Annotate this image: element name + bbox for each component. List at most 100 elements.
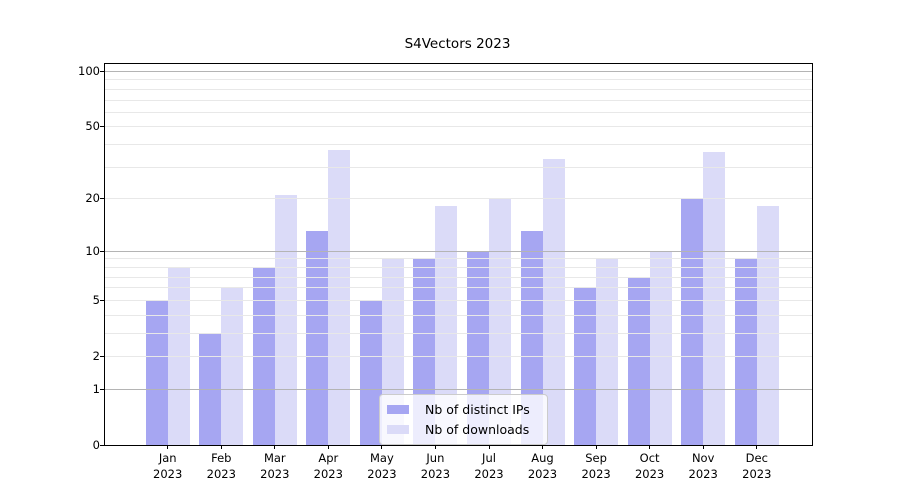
y-tick-20 <box>100 198 104 200</box>
x-tick-jun <box>434 445 436 449</box>
bar-downloads-oct <box>649 250 672 445</box>
gridline-y-8 <box>105 266 812 268</box>
x-label-year: 2023 <box>153 466 183 481</box>
legend-item-downloads: Nb of downloads <box>387 422 539 437</box>
gridline-y-20 <box>105 198 812 200</box>
bar-downloads-mar <box>274 194 297 445</box>
x-label-month: Apr <box>318 451 339 465</box>
x-label-month: Jan <box>158 451 177 465</box>
x-tick-label-sep: Sep 2023 <box>564 451 628 482</box>
bar-distinct-ips-mar <box>252 266 275 445</box>
legend: Nb of distinct IPs Nb of downloads <box>379 394 548 445</box>
x-label-month: Dec <box>745 451 768 465</box>
y-tick-label-1: 1 <box>92 381 100 396</box>
x-label-year: 2023 <box>474 466 504 481</box>
x-label-year: 2023 <box>527 466 558 481</box>
bar-downloads-apr <box>328 150 351 445</box>
x-tick-label-nov: Nov 2023 <box>671 451 735 482</box>
x-label-month: May <box>370 451 394 465</box>
y-tick-2 <box>100 356 104 357</box>
x-tick-label-dec: Dec 2023 <box>725 451 789 482</box>
gridline-y-5 <box>105 299 812 301</box>
gridline-y-30 <box>105 166 812 168</box>
x-tick-jul <box>488 445 490 449</box>
gridline-y-50 <box>105 126 812 128</box>
gridline-y-7 <box>105 276 812 278</box>
chart-title: S4Vectors 2023 <box>404 36 511 52</box>
bar-distinct-ips-aug <box>520 231 543 445</box>
bar-downloads-feb <box>221 287 244 445</box>
x-tick-mar <box>274 445 276 449</box>
y-tick-label-10: 10 <box>85 243 100 258</box>
y-tick-10 <box>100 250 104 252</box>
x-label-month: Sep <box>585 451 607 465</box>
bar-downloads-jan <box>167 266 190 445</box>
legend-item-distinct-ips: Nb of distinct IPs <box>387 402 539 417</box>
x-label-month: Jun <box>426 451 445 465</box>
y-tick-0 <box>100 445 104 446</box>
x-tick-aug <box>542 445 543 449</box>
gridline-y-40 <box>105 144 812 146</box>
x-tick-label-jul: Jul 2023 <box>457 451 521 482</box>
legend-swatch-downloads <box>387 425 409 434</box>
x-label-month: Jul <box>482 451 496 465</box>
y-tick-label-50: 50 <box>85 119 100 134</box>
x-label-year: 2023 <box>260 466 290 481</box>
x-tick-apr <box>327 445 329 449</box>
gridline-y-10 <box>105 250 812 252</box>
gridline-y-2 <box>105 356 812 357</box>
x-tick-label-may: May 2023 <box>350 451 414 482</box>
bar-downloads-aug <box>542 159 565 445</box>
x-label-year: 2023 <box>742 466 772 481</box>
legend-label-distinct-ips: Nb of distinct IPs <box>425 402 530 417</box>
x-tick-label-jun: Jun 2023 <box>403 451 467 482</box>
y-tick-label-100: 100 <box>78 64 100 78</box>
bar-distinct-ips-sep <box>574 287 597 445</box>
bar-downloads-nov <box>703 152 726 445</box>
x-tick-dec <box>756 445 758 449</box>
x-tick-label-mar: Mar 2023 <box>243 451 307 482</box>
x-tick-may <box>381 445 383 449</box>
x-label-year: 2023 <box>367 466 397 481</box>
bar-distinct-ips-dec <box>734 258 757 445</box>
x-tick-label-jan: Jan 2023 <box>136 451 200 482</box>
x-tick-label-aug: Aug 2023 <box>511 451 575 482</box>
x-label-year: 2023 <box>581 466 611 481</box>
legend-label-downloads: Nb of downloads <box>425 422 530 437</box>
x-label-month: Nov <box>691 451 715 465</box>
plot-area: Nb of distinct IPs Nb of downloads 0 1 2 5 1… <box>78 63 813 481</box>
gridline-y-4 <box>105 314 812 316</box>
x-label-month: Oct <box>639 451 660 465</box>
x-label-year: 2023 <box>634 466 665 481</box>
bar-distinct-ips-nov <box>681 198 704 445</box>
gridline-y-9 <box>105 258 812 260</box>
y-tick-50 <box>100 126 104 128</box>
gridline-y-80 <box>105 88 812 90</box>
x-tick-label-apr: Apr 2023 <box>296 451 360 482</box>
gridline-y-60 <box>105 111 812 113</box>
bar-distinct-ips-may <box>359 299 382 445</box>
bar-downloads-jul <box>489 198 511 445</box>
bar-distinct-ips-apr <box>306 231 329 445</box>
x-label-year: 2023 <box>313 466 343 481</box>
gridline-y-90 <box>105 79 812 81</box>
x-tick-nov <box>702 445 704 449</box>
gridline-y-6 <box>105 287 812 289</box>
x-tick-sep <box>595 445 597 449</box>
x-label-month: Feb <box>211 451 232 465</box>
y-tick-5 <box>100 299 104 301</box>
x-label-month: Aug <box>531 451 554 465</box>
x-tick-jan <box>167 445 169 449</box>
gridline-y-3 <box>105 332 812 334</box>
x-tick-label-feb: Feb 2023 <box>189 451 253 482</box>
legend-swatch-distinct-ips <box>387 405 409 414</box>
gridline-y-100 <box>105 71 812 72</box>
y-tick-label-2: 2 <box>92 349 100 363</box>
bar-distinct-ips-jan <box>145 299 168 445</box>
x-label-year: 2023 <box>420 466 451 481</box>
bar-downloads-sep <box>596 258 619 445</box>
y-tick-label-20: 20 <box>85 191 100 206</box>
x-label-year: 2023 <box>688 466 718 481</box>
gridline-y-70 <box>105 99 812 101</box>
bar-downloads-dec <box>756 206 779 445</box>
